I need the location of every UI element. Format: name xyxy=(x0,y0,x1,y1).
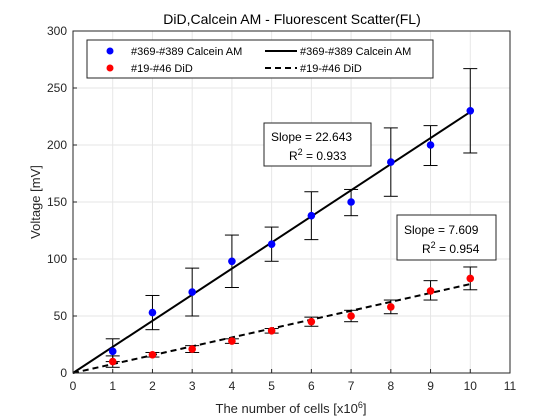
annotation-calcein-r2-value: = 0.933 xyxy=(303,149,347,163)
x-tick-label: 10 xyxy=(464,379,478,393)
data-point-series-0 xyxy=(267,240,276,248)
data-point-series-1 xyxy=(387,303,395,311)
data-point-series-1 xyxy=(148,350,157,359)
legend-label-did: #19-#46 DiD xyxy=(131,63,193,75)
data-point-series-0 xyxy=(466,107,475,115)
data-point-series-0 xyxy=(108,347,117,356)
x-axis-label-main: The number of cells [x10 xyxy=(216,401,358,416)
data-point-series-1 xyxy=(267,327,276,335)
data-point-series-1 xyxy=(188,345,196,353)
x-tick-label: 3 xyxy=(189,379,196,393)
y-tick-label: 0 xyxy=(60,366,67,380)
x-tick-label: 1 xyxy=(109,379,116,393)
annotation-did-r2-value: = 0.954 xyxy=(436,242,480,256)
x-tick-label: 7 xyxy=(348,379,355,393)
tick-layer: 0 1 2 3 4 5 6 7 8 9 10 11 0 50 100 150 200 250 300 xyxy=(47,24,517,393)
data-point-series-1 xyxy=(228,337,236,345)
annotation-calcein: Slope = 22.643 R2 = 0.933 xyxy=(263,122,372,167)
data-point-series-0 xyxy=(307,211,316,220)
data-point-series-1 xyxy=(347,312,355,320)
data-point-series-0 xyxy=(228,257,236,266)
legend-label-calcein-fit: #369-#389 Calcein AM xyxy=(300,46,411,58)
data-point-series-1 xyxy=(307,317,316,326)
chart-title: DiD,Calcein AM - Fluorescent Scatter(FL) xyxy=(163,11,421,27)
data-point-series-1 xyxy=(108,357,117,366)
annotation-calcein-r2-sup: 2 xyxy=(298,147,303,157)
x-tick-label: 11 xyxy=(504,379,517,393)
data-point-series-0 xyxy=(148,308,157,317)
annotation-calcein-box xyxy=(263,122,372,167)
x-tick-label: 2 xyxy=(149,379,156,393)
annotation-calcein-r2: R2 = 0.933 xyxy=(289,147,347,163)
x-tick-label: 4 xyxy=(229,379,236,393)
legend-box xyxy=(86,39,434,79)
legend: #369-#389 Calcein AM #19-#46 DiD #369-#3… xyxy=(86,39,434,79)
y-axis-label: Voltage [mV] xyxy=(28,165,43,239)
annotation-did-r2: R2 = 0.954 xyxy=(422,240,480,256)
x-axis-label: The number of cells [x106] xyxy=(216,400,367,416)
x-axis-label-tail: ] xyxy=(363,401,367,416)
x-tick-label: 8 xyxy=(387,379,394,393)
x-tick-label: 0 xyxy=(70,379,77,393)
x-tick-label: 5 xyxy=(268,379,275,393)
legend-marker-did xyxy=(106,64,114,72)
annotation-did-slope: Slope = 7.609 xyxy=(404,223,479,237)
data-point-series-0 xyxy=(387,158,395,166)
x-tick-label: 6 xyxy=(308,379,315,393)
grid-layer xyxy=(73,31,510,373)
annotation-did-box xyxy=(396,214,497,261)
y-tick-label: 150 xyxy=(47,195,67,209)
annotation-calcein-slope: Slope = 22.643 xyxy=(271,130,352,144)
y-tick-label: 200 xyxy=(47,138,67,152)
x-tick-label: 9 xyxy=(427,379,434,393)
y-tick-label: 250 xyxy=(47,81,67,95)
annotation-did-r2-prefix: R xyxy=(422,242,431,256)
y-tick-label: 100 xyxy=(47,252,67,266)
plot-layer xyxy=(72,68,478,374)
annotation-calcein-r2-prefix: R xyxy=(289,149,298,163)
annotation-did-r2-sup: 2 xyxy=(431,240,436,250)
data-point-series-0 xyxy=(426,141,435,149)
y-tick-label: 50 xyxy=(54,309,68,323)
data-point-series-0 xyxy=(347,198,355,206)
legend-label-did-fit: #19-#46 DiD xyxy=(300,63,362,75)
data-point-series-0 xyxy=(188,288,196,296)
legend-label-calcein: #369-#389 Calcein AM xyxy=(131,46,242,58)
data-point-series-1 xyxy=(426,287,435,295)
legend-marker-calcein xyxy=(106,47,114,55)
data-point-series-1 xyxy=(466,274,475,283)
y-tick-label: 300 xyxy=(47,24,67,38)
annotation-did: Slope = 7.609 R2 = 0.954 xyxy=(396,214,497,261)
x-axis-label-exponent: 6 xyxy=(358,400,363,410)
